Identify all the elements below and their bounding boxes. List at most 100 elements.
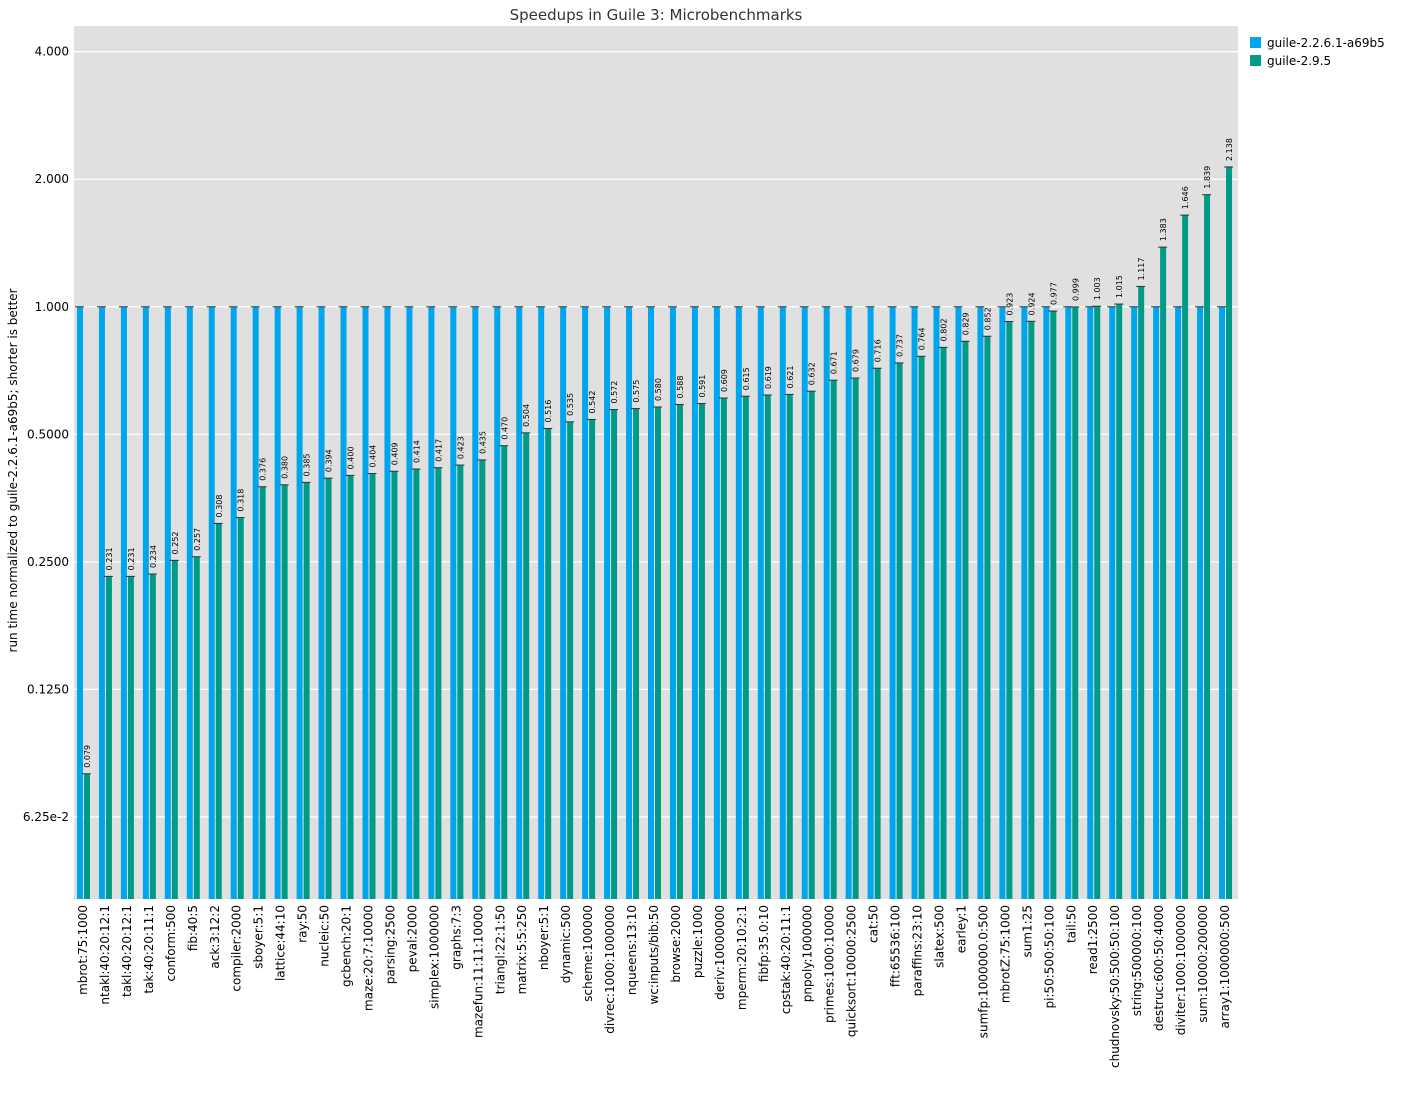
bar-new — [633, 408, 640, 899]
bar-baseline — [560, 306, 567, 899]
x-tick-label: cpstak:40:20:11:1 — [779, 905, 793, 1014]
x-tick-label: tail:50 — [1064, 905, 1078, 943]
x-tick-label: ntakl:40:20:12:1 — [98, 905, 112, 1005]
y-tick-label: 2.000 — [35, 172, 69, 186]
data-labels-layer: 0.079 0.231 0.231 0.234 0.252 0.257 0.308 0.318… — [83, 138, 1234, 768]
data-label: 1.839 — [1203, 166, 1212, 189]
bar-baseline — [76, 306, 83, 899]
bar-new — [457, 465, 464, 899]
x-tick-label: parsing:2500 — [383, 905, 397, 984]
data-label: 0.234 — [149, 545, 158, 568]
x-tick-label: triangl:22:1:50 — [493, 905, 507, 994]
bar-baseline — [208, 306, 215, 899]
bar-new — [698, 403, 705, 899]
legend-swatch-new — [1250, 55, 1261, 66]
bar-new — [369, 473, 376, 899]
data-label: 0.376 — [259, 458, 268, 481]
data-label: 0.404 — [368, 445, 377, 468]
x-tick-label: mbrot:75:1000 — [76, 905, 90, 995]
data-label: 1.003 — [1093, 277, 1102, 300]
bar-new — [918, 356, 925, 899]
x-tick-label: ray:50 — [296, 905, 310, 943]
chart-title: Speedups in Guile 3: Microbenchmarks — [510, 6, 803, 24]
data-label: 0.385 — [303, 453, 312, 476]
bar-baseline — [1021, 306, 1028, 899]
bar-new — [215, 523, 222, 899]
legend-swatch-baseline — [1250, 37, 1261, 48]
bar-new — [1006, 321, 1013, 899]
x-tick-label: tak:40:20:11:1 — [142, 905, 156, 994]
x-tick-label: cat:50 — [867, 905, 881, 943]
data-label: 0.423 — [456, 436, 465, 459]
data-label: 0.417 — [434, 439, 443, 462]
x-tick-label: pnpoly:1000000 — [801, 905, 815, 1002]
data-label: 1.383 — [1159, 218, 1168, 241]
bar-new — [1160, 247, 1167, 900]
bar-baseline — [1175, 306, 1182, 899]
y-tick-label: 1.000 — [35, 300, 69, 314]
x-tick-label: deriv:10000000 — [713, 905, 727, 1000]
bar-new — [1094, 306, 1101, 899]
bar-new — [1028, 321, 1035, 900]
bar-baseline — [735, 306, 742, 899]
bar-baseline — [911, 306, 918, 899]
bar-new — [501, 445, 508, 899]
bar-baseline — [318, 306, 325, 899]
legend-label-baseline: guile-2.2.6.1-a69b5 — [1267, 36, 1385, 50]
bar-new — [545, 428, 552, 899]
bar-baseline — [1153, 306, 1160, 899]
bar-baseline — [120, 306, 127, 899]
data-label: 0.231 — [105, 547, 114, 570]
bar-baseline — [340, 306, 347, 899]
data-label: 0.435 — [478, 431, 487, 454]
data-label: 0.516 — [544, 400, 553, 423]
data-label: 0.535 — [566, 393, 575, 416]
y-axis-ticks: 6.25e-2 0.1250 0.2500 0.5000 1.000 2.000 4.000 — [23, 45, 69, 824]
x-tick-label: chudnovsky:50:500:50:100 — [1108, 905, 1122, 1068]
bar-baseline — [472, 306, 479, 899]
bar-baseline — [691, 306, 698, 899]
data-label: 0.609 — [720, 369, 729, 392]
bar-new — [852, 377, 859, 899]
bar-baseline — [801, 306, 808, 899]
data-label: 0.619 — [764, 366, 773, 389]
bar-baseline — [933, 306, 940, 899]
x-tick-label: sumfp:1000000.0:500 — [976, 905, 990, 1038]
x-tick-label: gcbench:20:1 — [340, 905, 354, 987]
data-label: 0.394 — [325, 449, 334, 472]
bar-baseline — [252, 306, 259, 899]
x-tick-label: conform:500 — [164, 905, 178, 981]
bar-new — [830, 380, 837, 899]
bar-new — [720, 398, 727, 899]
bar-new — [896, 362, 903, 900]
x-tick-label: graphs:7:3 — [449, 905, 463, 970]
bar-new — [874, 368, 881, 900]
bar-baseline — [1065, 306, 1072, 899]
data-label: 0.308 — [215, 495, 224, 518]
bar-new — [83, 773, 90, 899]
data-label: 0.737 — [896, 334, 905, 357]
bar-new — [1204, 194, 1211, 900]
x-tick-label: primes:1000:10000 — [823, 905, 837, 1023]
bar-new — [1072, 306, 1079, 899]
x-tick-label: matrix:5:5:250 — [515, 905, 529, 994]
x-tick-label: fib:40:5 — [186, 905, 200, 951]
bar-baseline — [362, 306, 369, 899]
bar-new — [1182, 215, 1189, 899]
x-tick-label: fibfp:35.0:10 — [757, 905, 771, 982]
legend: guile-2.2.6.1-a69b5 guile-2.9.5 — [1250, 36, 1385, 68]
x-tick-label: nucleic:50 — [318, 905, 332, 967]
bar-baseline — [823, 306, 830, 899]
bar-new — [655, 406, 661, 899]
x-tick-label: wc:inputs/bib:50 — [647, 905, 661, 1005]
bar-baseline — [1087, 306, 1094, 899]
y-tick-label: 0.5000 — [27, 427, 69, 441]
data-label: 0.400 — [347, 446, 356, 469]
x-tick-label: pi:50:500:50:100 — [1042, 905, 1056, 1008]
bar-baseline — [142, 306, 149, 899]
data-label: 0.632 — [808, 362, 817, 385]
x-tick-label: mbrotZ:75:1000 — [998, 905, 1012, 1003]
data-label: 1.117 — [1137, 258, 1146, 281]
bar-baseline — [977, 306, 984, 899]
data-label: 0.079 — [83, 745, 92, 768]
